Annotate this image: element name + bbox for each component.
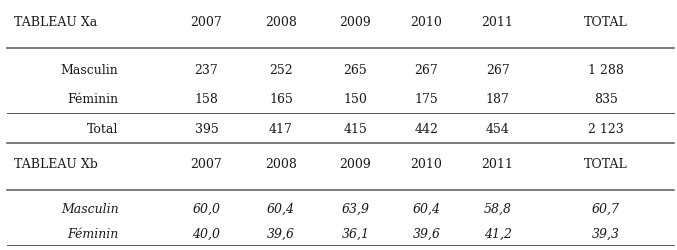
- Text: 60,4: 60,4: [412, 202, 441, 215]
- Text: Masculin: Masculin: [61, 64, 118, 76]
- Text: 36,1: 36,1: [341, 227, 370, 240]
- Text: 265: 265: [343, 64, 368, 76]
- Text: 2010: 2010: [410, 16, 443, 29]
- Text: 237: 237: [194, 64, 219, 76]
- Text: 395: 395: [194, 122, 219, 135]
- Text: 2011: 2011: [481, 157, 514, 170]
- Text: 41,2: 41,2: [483, 227, 512, 240]
- Text: 40,0: 40,0: [192, 227, 221, 240]
- Text: 39,6: 39,6: [267, 227, 295, 240]
- Text: 2008: 2008: [265, 16, 297, 29]
- Text: Total: Total: [87, 122, 118, 135]
- Text: 39,3: 39,3: [592, 227, 620, 240]
- Text: 2009: 2009: [340, 16, 371, 29]
- Text: 2008: 2008: [265, 157, 297, 170]
- Text: 158: 158: [194, 92, 219, 105]
- Text: 60,4: 60,4: [267, 202, 295, 215]
- Text: 63,9: 63,9: [341, 202, 370, 215]
- Text: 415: 415: [343, 122, 368, 135]
- Text: 39,6: 39,6: [412, 227, 441, 240]
- Text: 267: 267: [414, 64, 439, 76]
- Text: 165: 165: [269, 92, 293, 105]
- Text: 60,0: 60,0: [192, 202, 221, 215]
- Text: 835: 835: [594, 92, 618, 105]
- Text: 175: 175: [414, 92, 439, 105]
- Text: TABLEAU Xb: TABLEAU Xb: [14, 157, 97, 170]
- Text: TABLEAU Xa: TABLEAU Xa: [14, 16, 97, 29]
- Text: 60,7: 60,7: [592, 202, 620, 215]
- Text: 2007: 2007: [191, 16, 222, 29]
- Text: 454: 454: [485, 122, 510, 135]
- Text: 417: 417: [269, 122, 293, 135]
- Text: 2011: 2011: [481, 16, 514, 29]
- Text: 58,8: 58,8: [483, 202, 512, 215]
- Text: 2009: 2009: [340, 157, 371, 170]
- Text: TOTAL: TOTAL: [584, 16, 628, 29]
- Text: Féminin: Féminin: [67, 92, 118, 105]
- Text: 150: 150: [343, 92, 368, 105]
- Text: TOTAL: TOTAL: [584, 157, 628, 170]
- Text: 267: 267: [485, 64, 510, 76]
- Text: Féminin: Féminin: [67, 227, 118, 240]
- Text: 1 288: 1 288: [588, 64, 624, 76]
- Text: 2007: 2007: [191, 157, 222, 170]
- Text: 2010: 2010: [410, 157, 443, 170]
- Text: 2 123: 2 123: [588, 122, 624, 135]
- Text: 442: 442: [414, 122, 439, 135]
- Text: 187: 187: [485, 92, 510, 105]
- Text: Masculin: Masculin: [61, 202, 118, 215]
- Text: 252: 252: [269, 64, 292, 76]
